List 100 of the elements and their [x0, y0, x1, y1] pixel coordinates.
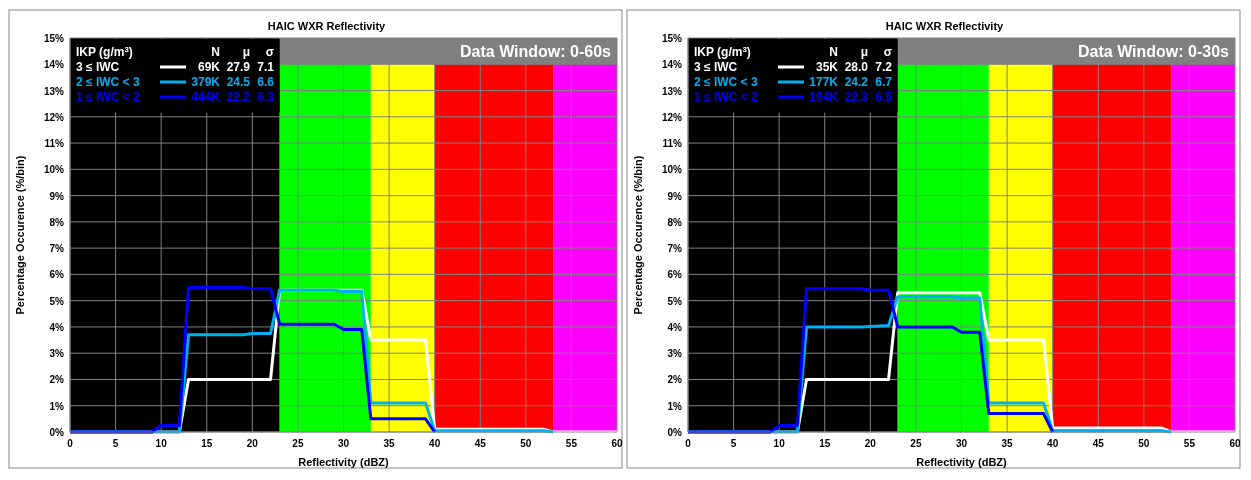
annotation: 6.7 — [875, 75, 893, 89]
chart-title: HAIC WXR Reflectivity — [885, 20, 1005, 32]
y-tick-label: 4% — [667, 321, 683, 333]
x-axis-title: Reflectivity (dBZ) — [298, 456, 390, 468]
legend-label: 2 ≤ IWC < 3 — [76, 75, 140, 89]
x-tick-label: 15 — [201, 438, 213, 449]
x-tick-label: 20 — [246, 438, 259, 449]
legend-label: 2 ≤ IWC < 3 — [694, 75, 758, 89]
annotation: 22.3 — [844, 90, 869, 104]
x-tick-label: 10 — [155, 438, 168, 449]
annotation: 69K — [197, 60, 221, 74]
x-axis-title: Reflectivity (dBZ) — [916, 456, 1008, 468]
x-tick-label: 35 — [1001, 438, 1014, 449]
annotation: N — [829, 45, 838, 59]
text: 3 ≤ IWC — [694, 60, 738, 74]
x-tick-label: 30 — [955, 438, 968, 449]
y-tick-label: 15% — [661, 33, 683, 44]
y-tick-label: 11% — [44, 138, 65, 150]
x-tick-label: 25 — [292, 438, 304, 449]
y-tick-label: 7% — [49, 243, 65, 255]
y-tick-label: 6% — [49, 269, 65, 281]
x-tick-label: 25 — [910, 438, 922, 449]
x-tick-label: 40 — [1047, 438, 1059, 449]
chart-title: HAIC WXR Reflectivity — [267, 20, 387, 32]
y-tick-label: 1% — [667, 400, 683, 412]
legend-label: 1 ≤ IWC < 2 — [76, 90, 140, 104]
annotation: 24.5 — [226, 75, 251, 89]
annotation: 6.5 — [875, 90, 893, 104]
x-tick-label: 5 — [112, 438, 119, 449]
x-tick-label: 45 — [1092, 438, 1105, 449]
x-tick-label: 0 — [67, 438, 74, 449]
annotation: σ — [265, 45, 274, 59]
annotation: 6.3 — [257, 90, 275, 104]
annotation: 35K — [815, 60, 839, 74]
annotation: 6.6 — [257, 75, 275, 89]
y-tick-label: 9% — [667, 190, 683, 202]
y-tick-label: 15% — [43, 33, 65, 44]
annotation: 27.9 — [226, 60, 251, 74]
annotation: 379K — [191, 75, 221, 89]
x-tick-label: 60 — [611, 438, 623, 449]
annotation: 7.2 — [875, 60, 893, 74]
y-tick-label: 9% — [49, 190, 65, 202]
x-tick-label: 45 — [474, 438, 487, 449]
x-tick-label: 35 — [383, 438, 396, 449]
y-tick-label: 2% — [667, 374, 683, 386]
legend-title: IKP (g/m$^{3}$) — [694, 44, 751, 59]
y-tick-label: 0% — [667, 427, 683, 438]
x-tick-label: 10 — [773, 438, 786, 449]
y-tick-label: 6% — [667, 269, 683, 281]
annotation: 7.1 — [257, 60, 275, 74]
annotation: 28.0 — [844, 60, 869, 74]
line-series — [68, 286, 437, 434]
y-tick-label: 12% — [661, 111, 683, 123]
line-series — [686, 287, 1055, 434]
x-tick-label: 50 — [1138, 438, 1150, 449]
annotation: 24.2 — [844, 75, 869, 89]
annotation: 177K — [809, 75, 839, 89]
y-tick-label: 8% — [667, 216, 683, 228]
y-tick-label: 5% — [667, 295, 683, 307]
annotation: Data Window: 0-60s — [460, 43, 612, 61]
y-tick-label: 14% — [661, 59, 683, 71]
annotation: μ — [860, 45, 868, 59]
x-tick-label: 0 — [685, 438, 692, 449]
y-tick-label: 2% — [49, 374, 65, 386]
y-tick-label: 11% — [662, 138, 683, 150]
x-tick-label: 30 — [337, 438, 350, 449]
y-tick-label: 14% — [43, 59, 65, 71]
y-tick-label: 5% — [49, 295, 65, 307]
x-tick-label: 15 — [819, 438, 831, 449]
x-tick-label: 60 — [1229, 438, 1241, 449]
y-tick-label: 12% — [43, 111, 65, 123]
y-tick-label: 7% — [667, 243, 683, 255]
y-tick-label: 1% — [49, 400, 65, 412]
y-tick-label: 8% — [49, 216, 65, 228]
annotation: σ — [883, 45, 892, 59]
y-axis-title: Percentage Occurence (%/bin) — [14, 155, 26, 315]
x-tick-label: 20 — [864, 438, 877, 449]
y-axis-title: Percentage Occurence (%/bin) — [632, 155, 644, 315]
annotation: 444K — [191, 90, 221, 104]
y-tick-label: 13% — [43, 85, 65, 97]
y-tick-label: 3% — [49, 348, 65, 360]
text: 3 ≤ IWC — [76, 60, 120, 74]
annotation: 194K — [809, 90, 839, 104]
x-tick-label: 55 — [565, 438, 578, 449]
y-tick-label: 4% — [49, 321, 65, 333]
annotation: Data Window: 0-30s — [1078, 43, 1230, 61]
legend-title: IKP (g/m$^{3}$) — [76, 44, 133, 59]
x-tick-label: 50 — [520, 438, 532, 449]
legend-label: 1 ≤ IWC < 2 — [694, 90, 758, 104]
annotation: N — [211, 45, 220, 59]
y-tick-label: 10% — [661, 164, 683, 176]
y-tick-label: 13% — [661, 85, 683, 97]
y-tick-label: 0% — [49, 427, 65, 438]
x-tick-label: 40 — [429, 438, 441, 449]
x-tick-label: 5 — [730, 438, 737, 449]
x-tick-label: 55 — [1183, 438, 1196, 449]
y-tick-label: 3% — [667, 348, 683, 360]
y-tick-label: 10% — [43, 164, 65, 176]
annotation: μ — [242, 45, 250, 59]
annotation: 22.2 — [226, 90, 251, 104]
